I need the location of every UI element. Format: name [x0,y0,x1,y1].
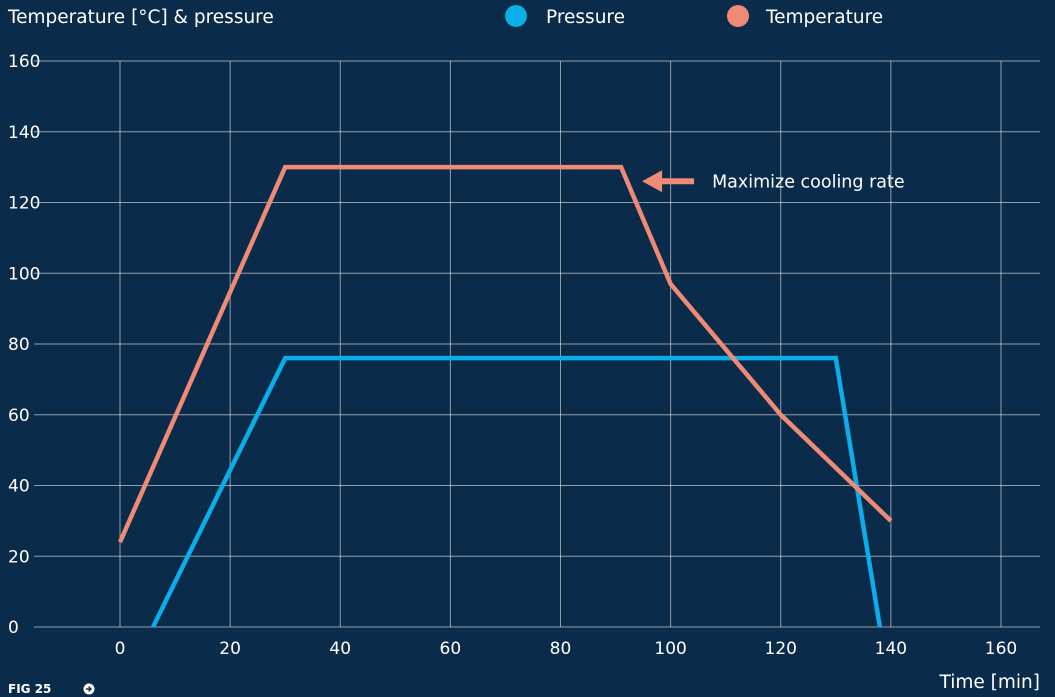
x-tick-label: 60 [440,639,462,659]
fig-label: FIG 25 [8,682,51,696]
y-tick-label: 120 [8,194,40,214]
y-tick-label: 0 [8,618,19,638]
series-line-temperature [117,164,893,544]
annotations: Maximize cooling rate [642,170,905,193]
x-tick-label: 20 [219,639,241,659]
legend-label-pressure: Pressure [546,7,625,28]
grid [34,60,1040,628]
y-tick-label: 160 [8,52,40,72]
x-tick-label: 120 [765,639,797,659]
series-line-pressure [150,355,883,628]
x-axis-label: Time [min] [939,672,1040,693]
tick-labels: 0 20 40 60 80 100 120 140 160 0 20 40 60 80 100 120 140 1… [8,52,1017,659]
series-lines [117,164,893,628]
y-tick-label: 140 [8,123,40,143]
y-axis-label: Temperature [°C] & pressure [7,7,274,28]
legend-marker-pressure [505,5,527,27]
legend: Pressure Temperature [505,5,883,28]
x-tick-label: 0 [115,639,126,659]
legend-marker-temperature [727,5,749,27]
y-tick-label: 80 [8,335,30,355]
x-tick-label: 140 [875,639,907,659]
y-tick-label: 60 [8,406,30,426]
x-tick-label: 160 [985,639,1017,659]
y-tick-label: 20 [8,547,30,567]
y-tick-label: 40 [8,477,30,497]
legend-label-temperature: Temperature [765,7,883,28]
y-tick-label: 100 [8,264,40,284]
arrow-right-circle-icon [83,683,95,695]
x-tick-label: 100 [654,639,686,659]
annotation-label: Maximize cooling rate [712,172,905,192]
x-tick-label: 40 [329,639,351,659]
x-tick-label: 80 [550,639,572,659]
annotation-arrow-head [642,170,663,193]
